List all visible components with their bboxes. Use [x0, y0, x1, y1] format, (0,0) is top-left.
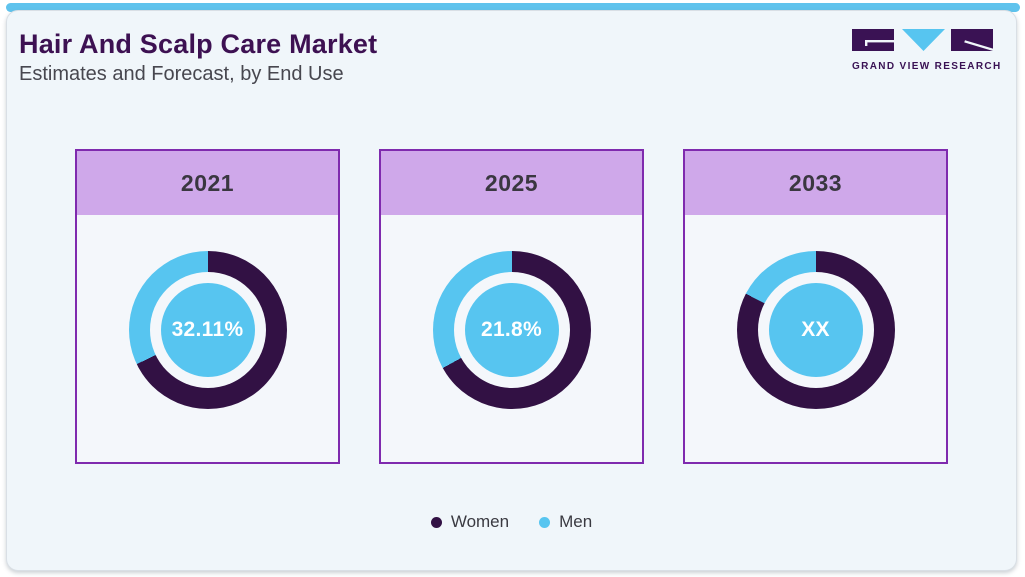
infographic-panel: Hair And Scalp Care Market Estimates and…	[6, 10, 1017, 571]
card-2025-year-label: 2025	[381, 151, 642, 215]
donut-center-value-2025: 21.8%	[464, 282, 559, 377]
page-title: Hair And Scalp Care Market	[19, 29, 378, 59]
brand-logo: GRAND VIEW RESEARCH	[852, 28, 1002, 72]
card-2021-year-label: 2021	[77, 151, 338, 215]
legend-item-men: Men	[539, 512, 592, 532]
gvr-logo-icon	[852, 29, 993, 51]
legend: Women Men	[7, 512, 1016, 532]
page-subtitle: Estimates and Forecast, by End Use	[19, 63, 344, 85]
donut-chart-2021: 32.11%	[128, 250, 287, 409]
card-2033-year-label: 2033	[685, 151, 946, 215]
men-legend-dot-icon	[539, 516, 551, 528]
card-2033: 2033 XX	[683, 149, 948, 464]
card-2025: 2025 21.8%	[379, 149, 644, 464]
women-legend-dot-icon	[430, 516, 442, 528]
donut-chart-2033: XX	[736, 250, 895, 409]
accent-top-bar	[6, 3, 1020, 12]
card-2025-body: 21.8%	[381, 215, 642, 462]
donut-cards-row: 2021 32.11% 2025 21.8% 2033	[7, 149, 1016, 464]
donut-center-value-2021: 32.11%	[160, 282, 255, 377]
donut-chart-2025: 21.8%	[432, 250, 591, 409]
legend-label-women: Women	[450, 512, 510, 531]
legend-label-men: Men	[559, 512, 593, 531]
legend-item-women: Women	[430, 512, 510, 532]
card-2021-body: 32.11%	[77, 215, 338, 462]
brand-logo-text: GRAND VIEW RESEARCH	[852, 61, 1002, 72]
donut-center-value-2033: XX	[768, 282, 863, 377]
card-2033-body: XX	[685, 215, 946, 462]
header: Hair And Scalp Care Market Estimates and…	[19, 29, 377, 86]
card-2021: 2021 32.11%	[75, 149, 340, 464]
